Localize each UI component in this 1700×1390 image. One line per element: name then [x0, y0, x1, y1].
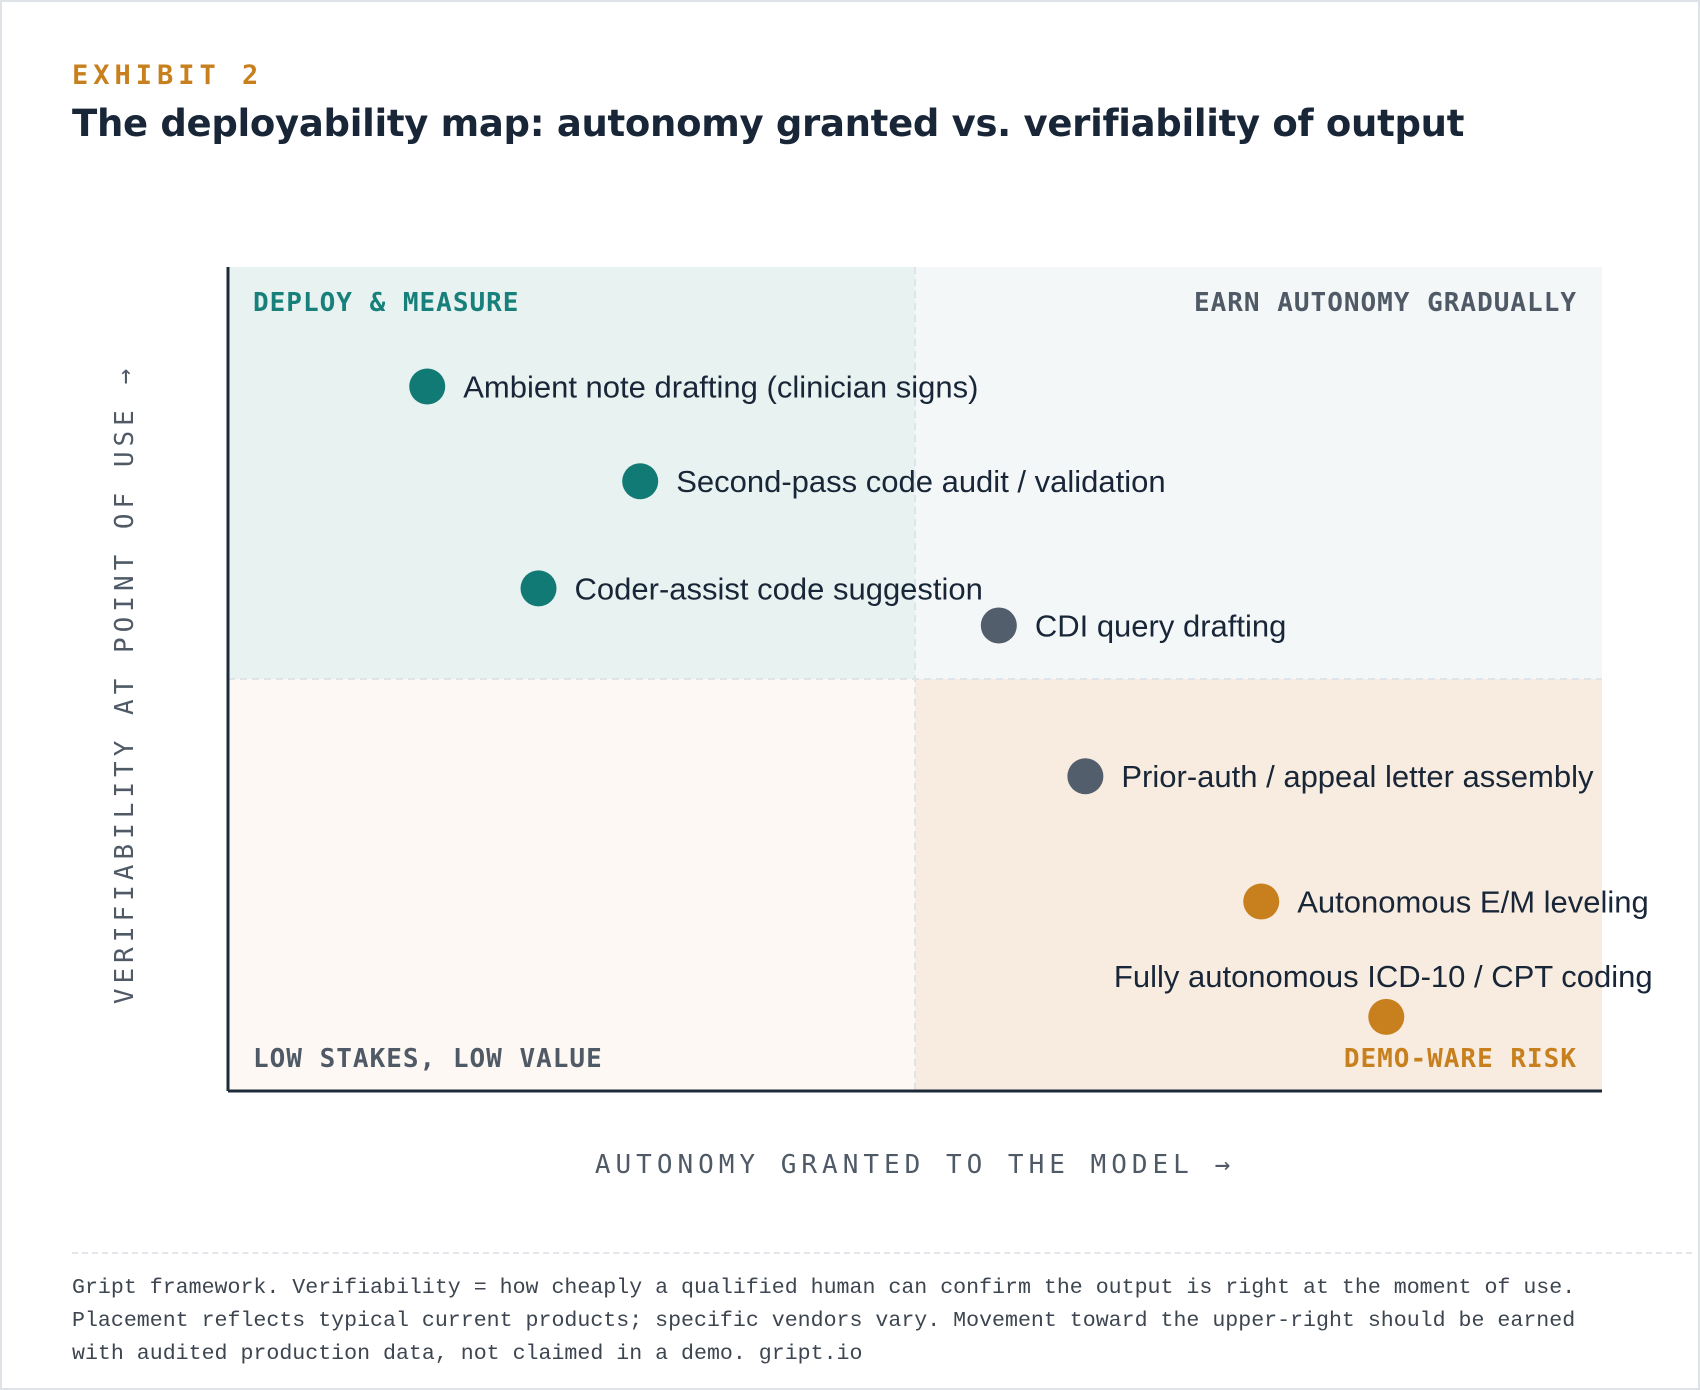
quadrant-label-top-right: EARN AUTONOMY GRADUALLY [1194, 288, 1577, 318]
data-point-7 [1368, 998, 1405, 1035]
data-point-label-2: Second-pass code audit / validation [676, 464, 1165, 499]
quadrant-label-bottom-right: DEMO-WARE RISK [1344, 1044, 1577, 1074]
data-point-2 [622, 463, 659, 500]
quadrant-bottom-left [228, 679, 915, 1091]
quadrant-label-bottom-left: LOW STAKES, LOW VALUE [253, 1044, 603, 1074]
data-point-label-1: Ambient note drafting (clinician signs) [463, 369, 978, 404]
data-point-4 [980, 607, 1017, 644]
quadrant-label-top-left: DEPLOY & MEASURE [253, 288, 519, 318]
data-point-label-6: Autonomous E/M leveling [1297, 884, 1649, 919]
footnote-line-2: Placement reflects typical current produ… [72, 1309, 1576, 1333]
quadrant-top-left [228, 267, 915, 679]
data-point-label-3: Coder-assist code suggestion [575, 571, 983, 606]
quadrant-top-right [915, 267, 1602, 679]
data-point-label-4: CDI query drafting [1035, 608, 1287, 643]
data-point-1 [409, 368, 446, 405]
footnote-line-1: Gript framework. Verifiability = how che… [72, 1276, 1576, 1300]
data-point-5 [1067, 758, 1104, 795]
data-point-3 [520, 570, 557, 607]
exhibit-label: EXHIBIT 2 [72, 60, 264, 91]
y-axis-title: VERIFIABILITY AT POINT OF USE → [110, 364, 140, 1004]
data-point-label-7: Fully autonomous ICD-10 / CPT coding [1114, 959, 1653, 994]
x-axis-title: AUTONOMY GRANTED TO THE MODEL → [595, 1150, 1235, 1180]
footnote: Gript framework. Verifiability = how che… [72, 1252, 1692, 1371]
footnote-line-3: with audited production data, not claime… [72, 1342, 863, 1366]
data-point-label-5: Prior-auth / appeal letter assembly [1121, 759, 1594, 794]
chart-title: The deployability map: autonomy granted … [72, 102, 1465, 145]
data-point-6 [1243, 883, 1280, 920]
deployability-map-chart: DEPLOY & MEASURE EARN AUTONOMY GRADUALLY L… [110, 267, 1653, 1180]
